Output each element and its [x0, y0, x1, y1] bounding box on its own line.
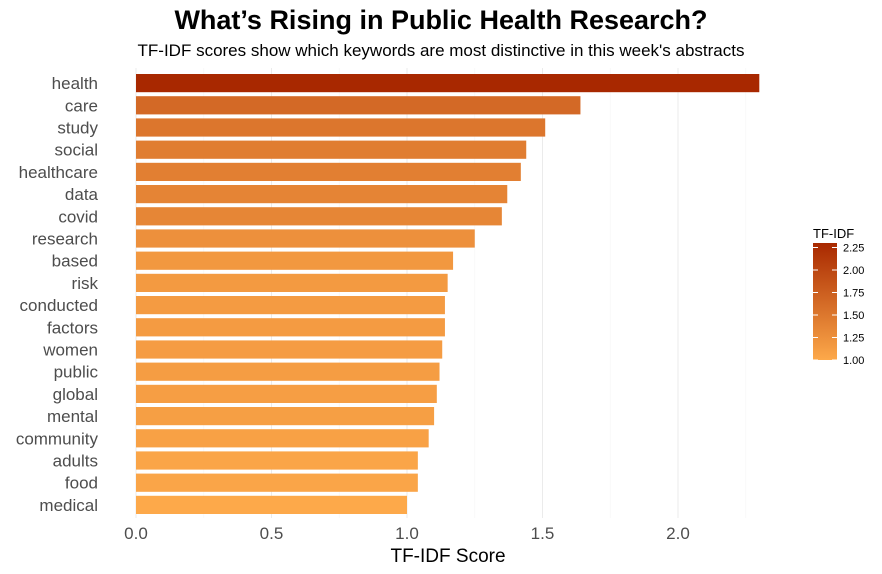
bar-adults	[136, 451, 418, 470]
x-tick-label: 1.5	[531, 524, 555, 543]
legend-ticks: 2.25 2.00 1.75 1.50 1.25 1.00	[813, 243, 864, 367]
bar-data	[136, 185, 508, 204]
legend-tick-label: 2.00	[843, 265, 864, 277]
category-label: covid	[58, 207, 98, 226]
bar-community	[136, 429, 429, 448]
category-label: health	[52, 74, 98, 93]
x-tick-label: 2.0	[666, 524, 690, 543]
chart-title: What’s Rising in Public Health Research?	[174, 5, 708, 35]
category-label: public	[54, 363, 99, 382]
bar-mental	[136, 407, 435, 426]
bar-study	[136, 118, 546, 137]
category-label: data	[65, 185, 99, 204]
x-tick-label: 0.0	[124, 524, 148, 543]
bar-women	[136, 340, 443, 359]
legend-tick-label: 1.00	[843, 355, 864, 367]
legend-tick-label: 1.75	[843, 288, 864, 300]
category-label: factors	[47, 318, 98, 337]
bar-factors	[136, 318, 445, 337]
category-label: study	[57, 119, 98, 138]
bar-healthcare	[136, 162, 521, 181]
category-label: medical	[39, 496, 98, 515]
bar-care	[136, 96, 581, 115]
category-labels: healthcarestudysocialhealthcaredatacovid…	[16, 74, 99, 515]
legend: TF-IDF 2.25 2.00 1.75 1.50 1.25 1.00	[813, 226, 864, 367]
x-tick-label: 1.0	[395, 524, 419, 543]
x-axis-ticks: 0.0 0.5 1.0 1.5 2.0	[124, 524, 690, 543]
category-label: community	[16, 429, 99, 448]
bar-research	[136, 229, 475, 248]
category-label: global	[53, 385, 98, 404]
legend-title: TF-IDF	[813, 226, 854, 241]
category-label: food	[65, 474, 98, 493]
bar-covid	[136, 207, 502, 226]
category-label: research	[32, 230, 98, 249]
x-axis-title: TF-IDF Score	[390, 546, 505, 567]
chart-subtitle: TF-IDF scores show which keywords are mo…	[137, 41, 745, 60]
bar-public	[136, 362, 440, 381]
category-label: mental	[47, 407, 98, 426]
category-label: women	[42, 341, 98, 360]
bars	[136, 74, 760, 514]
bar-health	[136, 74, 760, 93]
legend-colorbar	[813, 243, 837, 360]
category-label: healthcare	[19, 163, 98, 182]
category-label: social	[55, 141, 98, 160]
bar-global	[136, 384, 437, 403]
category-label: risk	[72, 274, 99, 293]
bar-conducted	[136, 296, 445, 315]
x-tick-label: 0.5	[260, 524, 284, 543]
bar-risk	[136, 273, 448, 292]
bar-social	[136, 140, 527, 159]
category-label: adults	[53, 452, 98, 471]
category-label: conducted	[20, 296, 98, 315]
legend-tick-label: 1.25	[843, 333, 864, 345]
category-label: care	[65, 96, 98, 115]
legend-tick-label: 1.50	[843, 310, 864, 322]
category-label: based	[52, 252, 98, 271]
legend-tick-label: 2.25	[843, 243, 864, 255]
bar-food	[136, 473, 418, 492]
bar-based	[136, 251, 454, 270]
bar-medical	[136, 495, 407, 514]
